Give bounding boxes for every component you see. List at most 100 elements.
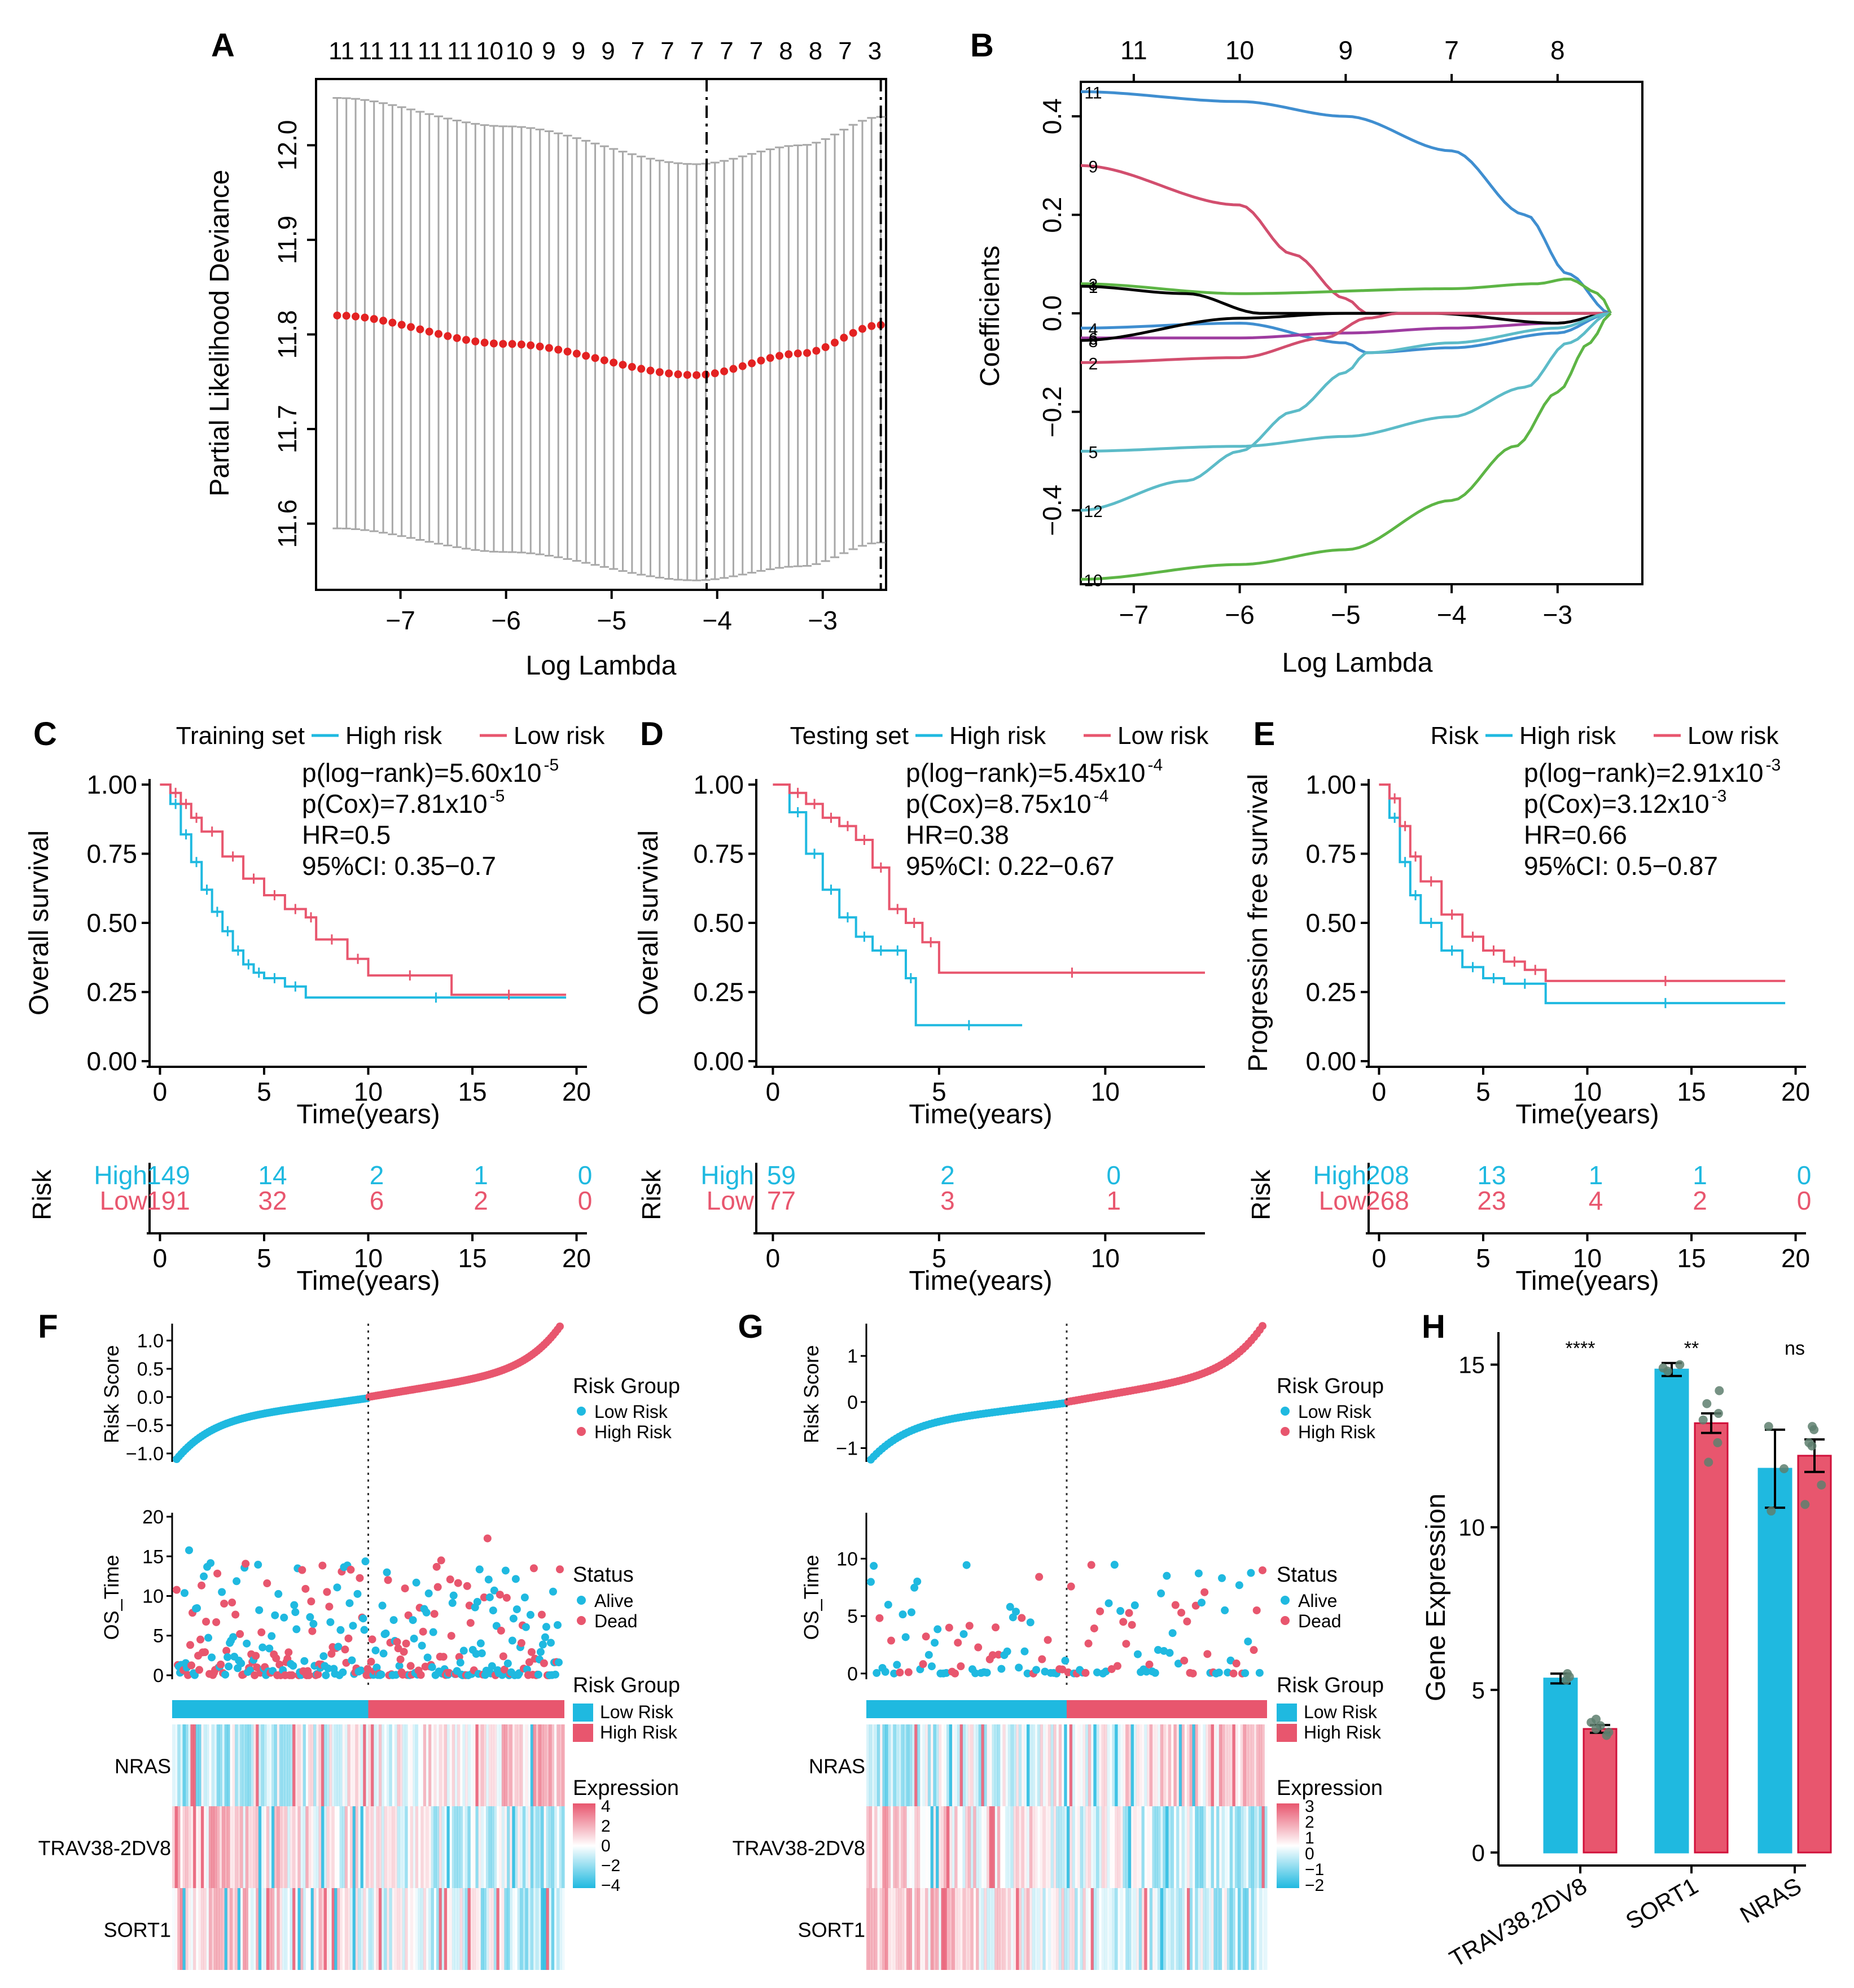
- heatmap-cell: [1261, 1724, 1265, 1806]
- heatmap-cell: [1021, 1724, 1024, 1806]
- heatmap-cell: [1082, 1724, 1086, 1806]
- panel-label-b: B: [970, 27, 994, 64]
- y-tick-label: 0.2: [1037, 197, 1067, 233]
- heatmap-cell: [371, 1806, 374, 1888]
- expression-colorbar: [1277, 1803, 1299, 1888]
- colorbar-label: 4: [601, 1797, 611, 1816]
- gene-label: TRAV38-2DV8: [733, 1837, 865, 1860]
- heatmap-cell: [992, 1724, 995, 1806]
- heatmap-cell: [941, 1806, 944, 1888]
- heatmap-cell: [954, 1806, 958, 1888]
- heatmap-cell: [1035, 1806, 1038, 1888]
- heatmap-cell: [501, 1724, 505, 1806]
- os-point: [349, 1622, 357, 1630]
- heatmap-cell: [997, 1806, 1001, 1888]
- heatmap-cell: [1096, 1806, 1099, 1888]
- top-count-label: 11: [418, 37, 444, 65]
- heatmap-cell: [874, 1888, 878, 1970]
- heatmap-cell: [261, 1888, 264, 1970]
- risk-count: 2: [474, 1186, 488, 1215]
- heatmap-cell: [355, 1724, 358, 1806]
- mean-point: [462, 336, 470, 344]
- os-point: [406, 1662, 415, 1670]
- heatmap-cell: [472, 1724, 476, 1806]
- os-point: [1177, 1609, 1186, 1617]
- heatmap-cell: [981, 1724, 984, 1806]
- os-point: [983, 1669, 991, 1677]
- heatmap-cell: [1080, 1888, 1083, 1970]
- heatmap-cell: [1021, 1806, 1024, 1888]
- heatmap-cell: [295, 1888, 298, 1970]
- heatmap-cell: [1178, 1888, 1182, 1970]
- heatmap-cell: [472, 1888, 476, 1970]
- os-point: [508, 1636, 516, 1645]
- heatmap-cell: [1035, 1724, 1038, 1806]
- heatmap-cell: [216, 1888, 220, 1970]
- heatmap-cell: [436, 1806, 440, 1888]
- heatmap-cell: [279, 1888, 283, 1970]
- heatmap-cell: [318, 1806, 322, 1888]
- legend-swatch: [1277, 1724, 1297, 1742]
- os-point: [499, 1652, 507, 1661]
- heatmap-cell: [284, 1806, 288, 1888]
- heatmap-cell: [1112, 1806, 1115, 1888]
- data-point: [1658, 1363, 1668, 1373]
- group-bar-high: [368, 1700, 564, 1718]
- heatmap-cell: [229, 1888, 233, 1970]
- os-point: [1247, 1569, 1255, 1577]
- mean-point: [610, 358, 618, 367]
- heatmap-cell: [203, 1888, 207, 1970]
- colorbar-label: −2: [601, 1856, 620, 1875]
- heatmap-cell: [1104, 1888, 1107, 1970]
- x-tick-label: 15: [1677, 1077, 1706, 1106]
- heatmap-cell: [952, 1806, 955, 1888]
- heatmap-cell: [187, 1888, 191, 1970]
- heatmap-cell: [1040, 1888, 1043, 1970]
- os-point: [919, 1660, 927, 1669]
- heatmap-cell: [1149, 1888, 1153, 1970]
- os-point: [263, 1579, 271, 1588]
- os-point: [382, 1629, 390, 1637]
- heatmap-cell: [488, 1888, 492, 1970]
- y-axis-label: Progression free survival: [1243, 774, 1273, 1072]
- heatmap-cell: [876, 1806, 880, 1888]
- heatmap-cell: [957, 1888, 961, 1970]
- heatmap-cell: [1018, 1888, 1022, 1970]
- os-point: [446, 1575, 454, 1584]
- heatmap-cell: [1200, 1724, 1203, 1806]
- heatmap-cell: [1211, 1888, 1214, 1970]
- heatmap-cell: [182, 1888, 186, 1970]
- os-point: [383, 1568, 391, 1577]
- os-point: [327, 1649, 336, 1658]
- heatmap-cell: [885, 1806, 888, 1888]
- mean-point: [683, 371, 691, 379]
- heatmap-cell: [1237, 1806, 1241, 1888]
- os-point: [254, 1561, 262, 1569]
- heatmap-cell: [1013, 1888, 1016, 1970]
- heatmap-cell: [284, 1724, 288, 1806]
- y-tick-label: 0.0: [137, 1387, 164, 1408]
- os-point: [974, 1643, 983, 1652]
- risk-x-tick-label: 0: [153, 1243, 168, 1273]
- heatmap-cell: [431, 1724, 434, 1806]
- heatmap-cell: [418, 1888, 421, 1970]
- heatmap-cell: [866, 1724, 870, 1806]
- heatmap-cell: [528, 1806, 531, 1888]
- heatmap-cell: [546, 1724, 549, 1806]
- y-tick-label: 0.50: [1305, 908, 1356, 938]
- heatmap-cell: [1058, 1888, 1062, 1970]
- os-point: [898, 1610, 907, 1619]
- heatmap-cell: [339, 1888, 343, 1970]
- os-point: [1151, 1669, 1159, 1677]
- heatmap-cell: [1176, 1806, 1180, 1888]
- heatmap-cell: [866, 1888, 870, 1970]
- os-point: [221, 1670, 230, 1679]
- heatmap-cell: [1000, 1724, 1003, 1806]
- os-point: [1163, 1571, 1171, 1580]
- y-tick-label: 5: [1472, 1677, 1485, 1704]
- heatmap-cell: [198, 1806, 201, 1888]
- gene-label: SORT1: [104, 1919, 171, 1942]
- heatmap-cell: [381, 1724, 384, 1806]
- heatmap-cell: [1253, 1724, 1257, 1806]
